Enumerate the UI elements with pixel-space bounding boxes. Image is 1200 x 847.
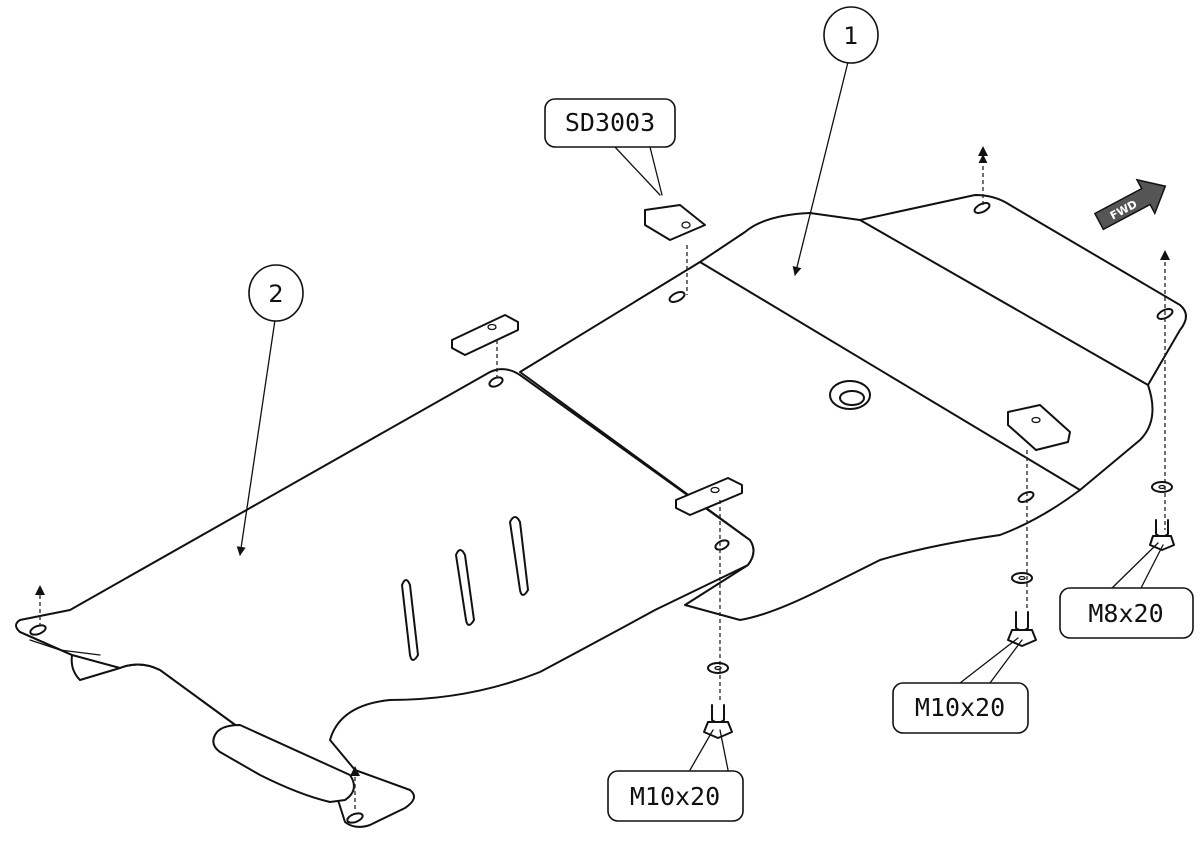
label-spacer-text: SD3003	[565, 108, 655, 137]
label-bolt-right-text: M10x20	[915, 693, 1005, 722]
spacer-plates	[451, 204, 1071, 516]
label-spacer: SD3003	[544, 98, 676, 148]
up-arrows	[35, 146, 1170, 776]
leader-lines	[236, 61, 1164, 771]
fastener-bolt-center	[703, 662, 733, 739]
label-bolt-far-right: M8x20	[1059, 587, 1194, 639]
callout-1: 1	[823, 6, 879, 64]
fwd-arrow: FWD	[1093, 178, 1167, 231]
fastener-bolt-far-right	[1149, 481, 1175, 551]
label-bolt-center: M10x20	[607, 770, 744, 822]
callout-2: 2	[248, 264, 304, 322]
callout-2-text: 2	[268, 280, 283, 308]
label-bolt-far-right-text: M8x20	[1088, 599, 1163, 628]
callout-1-text: 1	[843, 22, 858, 50]
label-bolt-center-text: M10x20	[630, 782, 720, 811]
label-bolt-right: M10x20	[892, 682, 1029, 734]
skid-plate-1	[519, 194, 1187, 621]
fastener-bolt-right	[1007, 572, 1037, 647]
